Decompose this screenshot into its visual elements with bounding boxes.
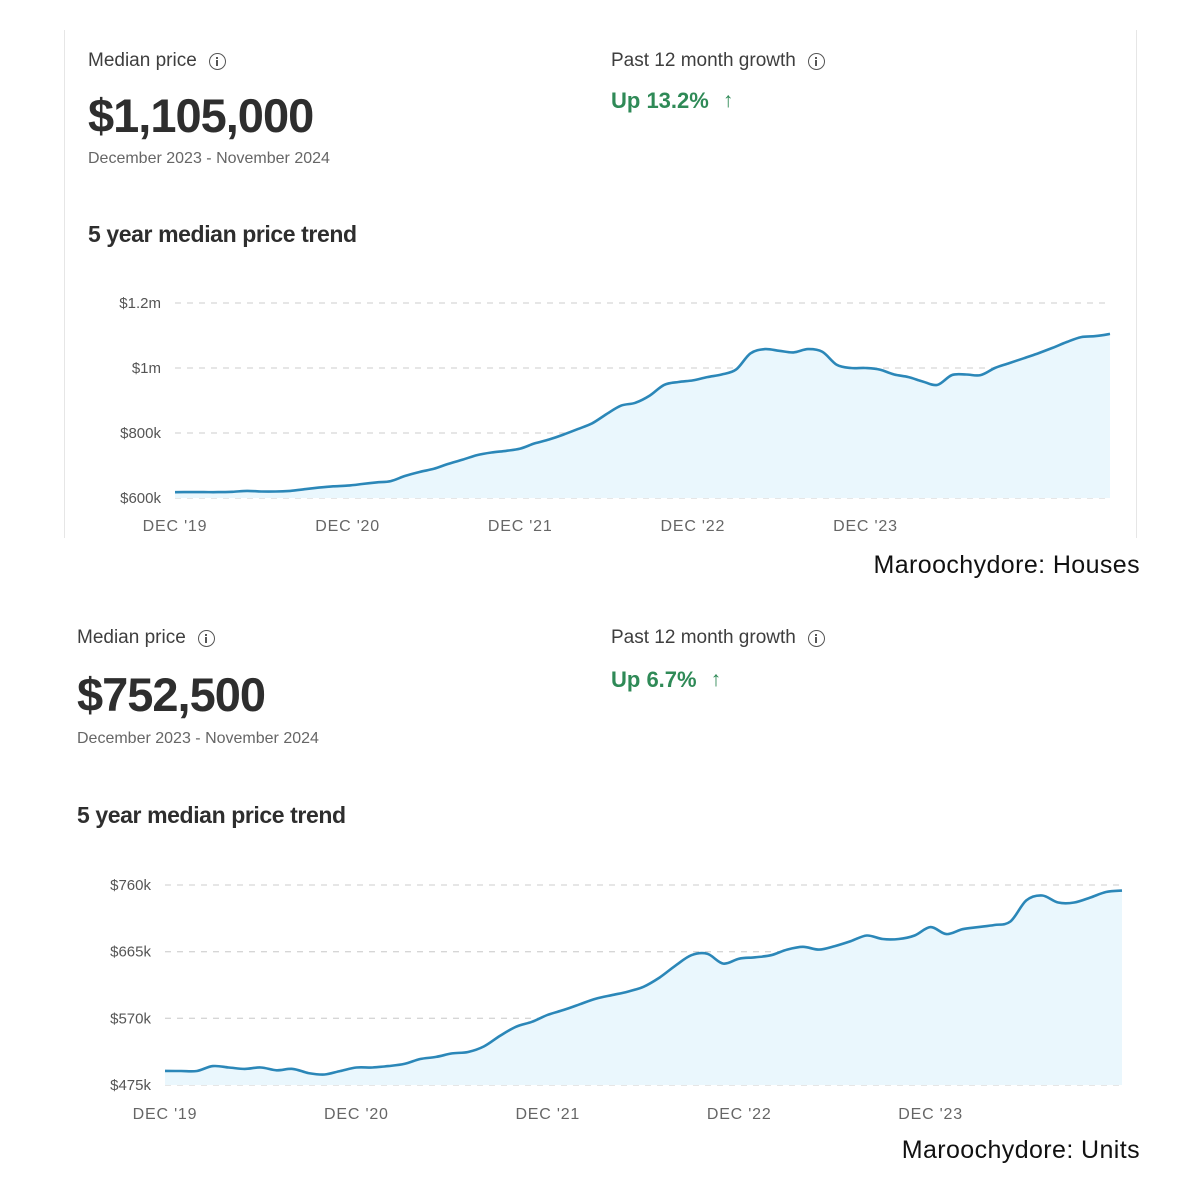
growth-value-row: Up 13.2% ↑ (611, 88, 733, 114)
houses-card (64, 30, 1137, 538)
median-price-period: December 2023 - November 2024 (88, 150, 330, 167)
units-price-chart: $475k $570k $665k $760k DEC '19 DEC '20 DEC '2… (110, 877, 1123, 1123)
x-tick-label: DEC '21 (515, 1106, 580, 1123)
y-tick-label: $570k (110, 1010, 151, 1027)
info-icon[interactable] (197, 629, 215, 647)
growth-value-row: Up 6.7% ↑ (611, 667, 721, 693)
arrow-up-icon: ↑ (722, 89, 734, 112)
y-tick-label: $800k (120, 425, 161, 442)
y-tick-label: $760k (110, 877, 151, 894)
houses-median-label-row: Median price (88, 50, 226, 72)
price-line (164, 889, 1123, 1076)
info-icon[interactable] (807, 629, 825, 647)
x-tick-label: DEC '23 (898, 1106, 963, 1123)
price-area (175, 333, 1110, 498)
houses-growth-label-row: Past 12 month growth (611, 50, 825, 72)
median-price-period: December 2023 - November 2024 (77, 730, 319, 747)
median-price-label: Median price (88, 50, 197, 71)
growth-label: Past 12 month growth (611, 627, 796, 648)
units-panel: Median price $752,500 December 2023 - No… (0, 600, 1200, 1200)
trend-title: 5 year median price trend (77, 802, 346, 828)
trend-title: 5 year median price trend (88, 221, 357, 247)
median-price-value: $1,105,000 (88, 89, 314, 142)
info-icon[interactable] (807, 52, 825, 70)
x-tick-label: DEC '23 (833, 518, 898, 535)
arrow-up-icon: ↑ (710, 668, 722, 691)
y-tick-label: $1.2m (119, 295, 161, 312)
price-line (174, 332, 1111, 494)
x-tick-label: DEC '19 (143, 518, 208, 535)
growth-value: Up 6.7% (611, 667, 697, 692)
x-tick-label: DEC '19 (133, 1106, 198, 1123)
y-tick-label: $475k (110, 1077, 151, 1094)
x-tick-label: DEC '22 (661, 518, 726, 535)
y-tick-label: $600k (120, 490, 161, 507)
growth-label: Past 12 month growth (611, 50, 796, 71)
x-tick-label: DEC '20 (324, 1106, 389, 1123)
houses-panel: Median price $1,105,000 December 2023 - … (64, 30, 1140, 579)
units-caption: Maroochydore: Units (901, 1136, 1140, 1164)
x-tick-label: DEC '20 (315, 518, 380, 535)
houses-caption: Maroochydore: Houses (873, 551, 1140, 579)
median-price-value: $752,500 (77, 668, 266, 721)
units-median-label-row: Median price (77, 627, 215, 649)
x-tick-label: DEC '21 (488, 518, 553, 535)
houses-price-chart: $600k $800k $1m $1.2m DEC '19 DEC '20 DEC '21 D… (119, 295, 1111, 535)
x-tick-label: DEC '22 (707, 1106, 772, 1123)
growth-value: Up 13.2% (611, 88, 709, 113)
units-growth-label-row: Past 12 month growth (611, 627, 825, 649)
y-tick-label: $665k (110, 944, 151, 961)
info-icon[interactable] (208, 52, 226, 70)
median-price-label: Median price (77, 627, 186, 648)
y-tick-label: $1m (132, 360, 161, 377)
